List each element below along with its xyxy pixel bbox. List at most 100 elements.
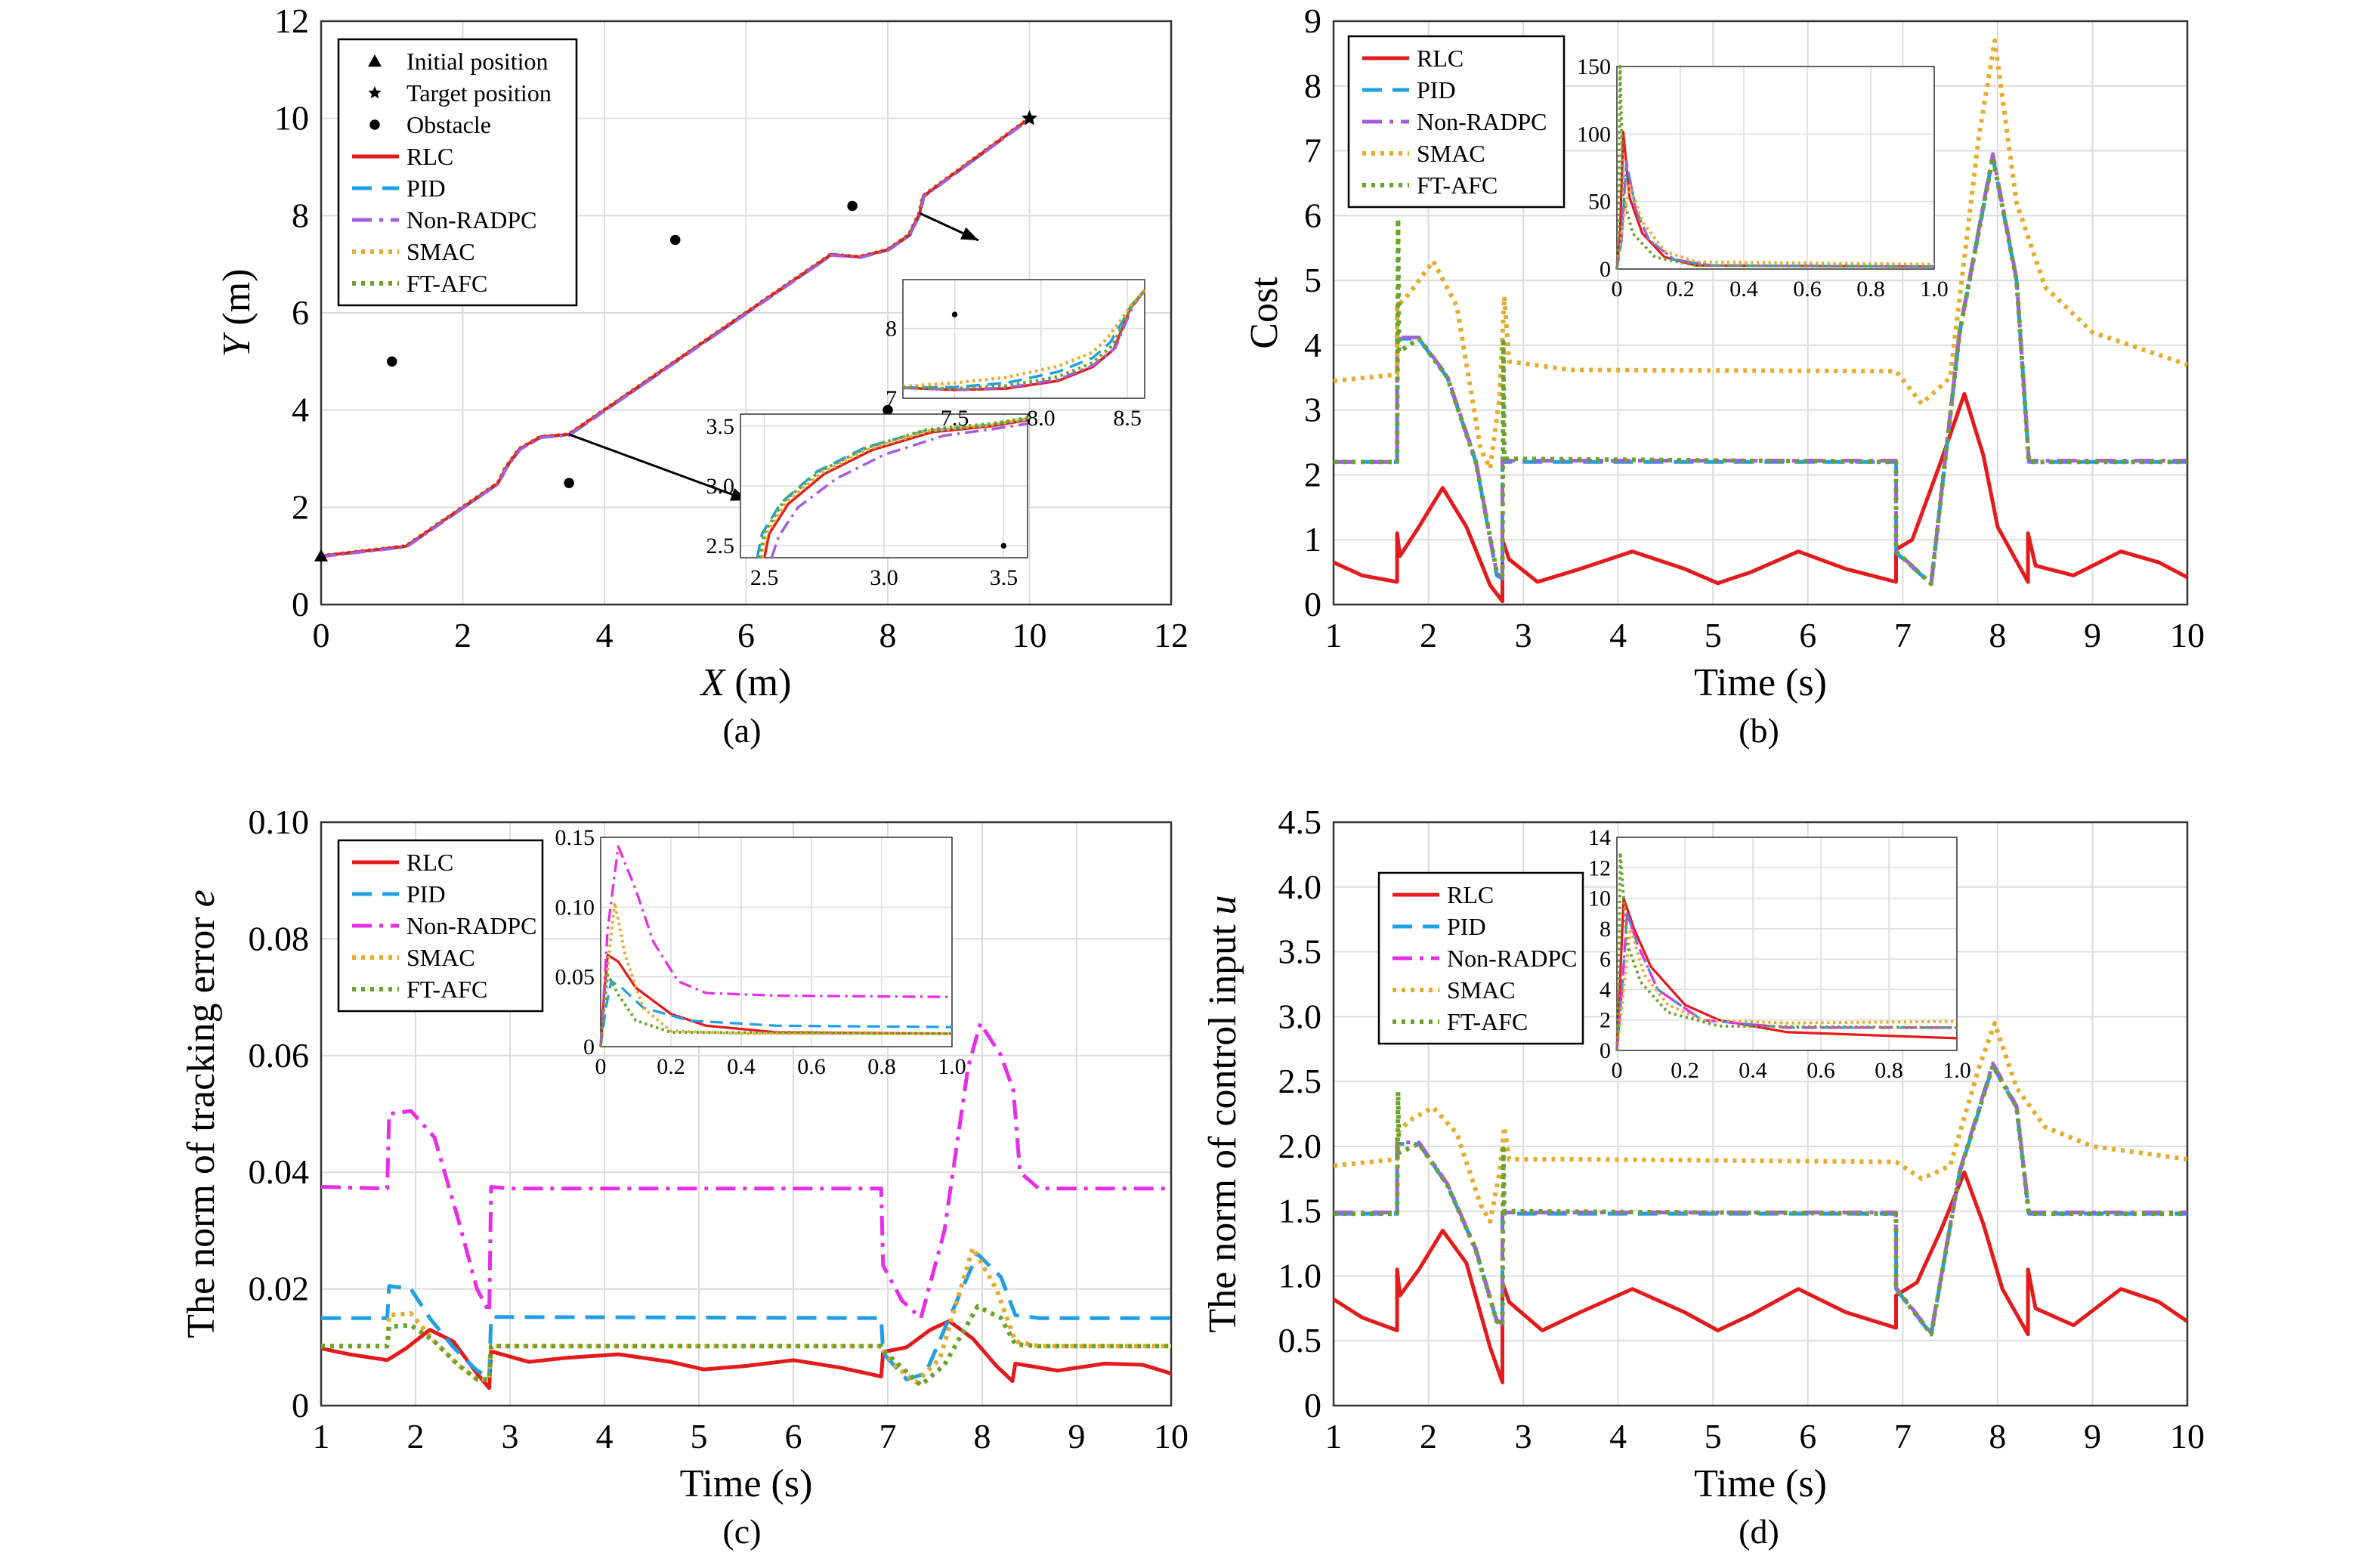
panel-b-x-tick-label: 8	[1989, 616, 2006, 654]
panel-d-series-smac	[1333, 1020, 2188, 1224]
panel-a-inset-a2-x-tick-label: 7.5	[941, 406, 969, 431]
panel-c-y-tick-label: 0.08	[249, 919, 310, 957]
panel-d-series-rlc	[1332, 1170, 2189, 1384]
panel-a-inset-a1-y-tick-label: 2.5	[706, 534, 735, 558]
panel-d-y-axis-label: The norm of control input u	[1201, 895, 1244, 1332]
panel-c-y-tick-label: 0	[292, 1386, 309, 1425]
panel-a-frame	[320, 20, 1173, 606]
panel-b-y-tick-label: 2	[1304, 455, 1321, 493]
panel-a-y-tick-label: 4	[292, 391, 309, 429]
panel-a-y-tick-label: 0	[292, 585, 309, 623]
panel-c-legend-box	[337, 839, 544, 1013]
panel-b-x-tick-label: 9	[2084, 616, 2101, 654]
panel-d-inset-series-rlc	[1615, 896, 1958, 1051]
panel-b-x-tick-label: 3	[1515, 616, 1532, 654]
panel-a-inset-a1-series-ft-afc	[758, 416, 1028, 558]
panel-d-x-axis-label: Time (s)	[1694, 1462, 1827, 1505]
panel-b-y-tick-label: 1	[1304, 520, 1321, 558]
panel-d-inset-y-tick-label: 8	[1600, 917, 1611, 942]
panel-d-y-tick-label: 1.5	[1278, 1192, 1322, 1230]
panel-b-inset-x-tick-label: 1.0	[1920, 277, 1949, 302]
panel-a-legend-box	[337, 38, 578, 307]
panel-d-inset-x-tick-label: 0.8	[1875, 1058, 1903, 1083]
panel-b-y-tick-label: 9	[1304, 2, 1321, 40]
panel-d-inset-x-tick-label: 0.6	[1807, 1058, 1835, 1083]
panel-b-caption: (b)	[1739, 711, 1779, 750]
panel-b-x-tick-label: 4	[1609, 616, 1627, 654]
panel-a-legend-label: Obstacle	[406, 111, 491, 138]
panel-b-inset-series-ft-afc	[1615, 65, 1935, 270]
panel-c-series-non-radpc-c	[320, 1021, 1171, 1320]
panel-d-frame	[1332, 821, 2189, 1407]
panel-d-inset-y-tick-label: 14	[1588, 825, 1611, 850]
panel-b-x-tick-label: 6	[1799, 616, 1816, 654]
panel-b-x-tick-label: 2	[1420, 616, 1437, 654]
panel-c-inset-x-tick-label: 0.2	[657, 1054, 685, 1079]
panel-b-y-tick-label: 8	[1304, 67, 1321, 105]
panel-c-legend-label: RLC	[406, 849, 453, 876]
panel-d-legend-label: Non-RADPC	[1447, 945, 1577, 972]
panel-d-x-tick-label: 4	[1609, 1417, 1627, 1455]
panel-a-inset-a1-x-tick-label: 2.5	[750, 565, 779, 590]
panel-a-y-tick-label: 6	[292, 293, 309, 332]
panel-a-inset-a2-series-ft-afc	[902, 289, 1146, 391]
panel-d-inset-y-tick-label: 10	[1588, 886, 1611, 911]
panel-d-x-tick-label: 3	[1515, 1417, 1532, 1455]
panel-b-inset-y-tick-label: 50	[1588, 190, 1611, 215]
panel-d-x-tick-label: 1	[1325, 1417, 1343, 1455]
panel-d-inset-y-tick-label: 2	[1600, 1008, 1611, 1033]
panel-a-inset-a2-series-non-radpc	[902, 289, 1146, 391]
panel-b-y-tick-label: 5	[1304, 261, 1321, 299]
panel-c-inset-x-tick-label: 0	[595, 1054, 607, 1079]
panel-c-inset-y-tick-label: 0	[583, 1035, 595, 1060]
panel-b-inset-x-tick-label: 0.4	[1729, 277, 1758, 302]
panel-a-legend-label: Non-RADPC	[406, 206, 536, 234]
panel-b-x-tick-label: 1	[1325, 616, 1343, 654]
panel-c-y-axis-label: The norm of tracking error e	[180, 889, 223, 1338]
panel-b-legend-label: RLC	[1417, 45, 1464, 72]
panel-c-y-tick-label: 0.06	[249, 1036, 310, 1075]
panel-b-legend-label: SMAC	[1417, 140, 1485, 167]
panel-c-x-tick-label: 7	[879, 1417, 897, 1455]
panel-a-legend-obstacle-marker	[369, 119, 380, 130]
panel-c-x-tick-label: 9	[1068, 1417, 1086, 1455]
panel-a-obstacle-marker	[564, 478, 574, 488]
panel-c-x-tick-label: 1	[313, 1417, 330, 1455]
panel-c-legend-label: Non-RADPC	[406, 912, 536, 939]
panel-d-caption: (d)	[1739, 1512, 1779, 1551]
panel-b-y-tick-label: 0	[1304, 585, 1321, 623]
panel-b-inset-y-tick-label: 150	[1577, 54, 1611, 79]
panel-a-inset-a2-series-pid	[902, 289, 1146, 389]
panel-a-x-tick-label: 12	[1154, 616, 1188, 654]
panel-b-y-tick-label: 3	[1304, 391, 1321, 429]
panel-b-series-rlc	[1332, 391, 2189, 604]
panel-b-series-smac	[1333, 38, 2188, 471]
panel-c-caption: (c)	[722, 1512, 761, 1551]
panel-a-x-axis-label: X (m)	[700, 661, 792, 704]
panel-a-x-tick-label: 6	[737, 616, 755, 654]
panel-a-y-tick-label: 2	[292, 487, 309, 526]
panel-c-y-tick-label: 0.02	[249, 1270, 310, 1308]
panel-c-x-tick-label: 4	[596, 1417, 614, 1455]
panel-b-inset-x-tick-label: 0.2	[1666, 277, 1695, 302]
panel-d-inset-y-tick-label: 12	[1588, 855, 1611, 880]
panel-a-zoom-arrowhead	[960, 227, 978, 240]
panel-b-y-tick-label: 4	[1304, 326, 1321, 364]
panel-a-inset-a1-x-tick-label: 3.0	[870, 565, 898, 590]
panel-a-legend-label: FT-AFC	[406, 270, 487, 297]
panel-a-legend-label: Target position	[406, 79, 552, 107]
panel-d-inset-x-tick-label: 0.4	[1739, 1058, 1767, 1083]
panel-c-x-tick-label: 3	[502, 1417, 519, 1455]
panel-d-inset-x-tick-label: 0.2	[1671, 1058, 1699, 1083]
panel-a-inset-a2-plot-background	[903, 280, 1145, 398]
panel-b-x-tick-label: 10	[2170, 616, 2205, 654]
panel-a-legend-label: SMAC	[406, 238, 475, 265]
panel-c-inset-series-pid	[599, 979, 953, 1047]
panel-c-x-tick-label: 2	[407, 1417, 425, 1455]
panel-a-inset-a1-x-tick-label: 3.5	[990, 565, 1018, 590]
panel-a-inset-a2-x-tick-label: 8.5	[1113, 406, 1142, 431]
panel-a-y-tick-label: 8	[292, 196, 309, 234]
panel-a-inset-a2-frame	[902, 279, 1145, 399]
panel-b-inset-y-tick-label: 0	[1600, 257, 1611, 282]
